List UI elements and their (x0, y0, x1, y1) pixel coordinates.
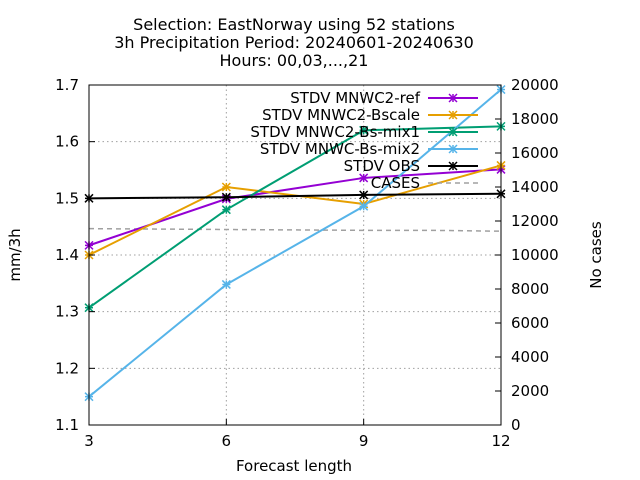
legend-label: STDV MNWC2-Bscale (262, 106, 420, 124)
series-line (88, 192, 502, 200)
data-point (221, 182, 231, 192)
legend-label: CASES (371, 174, 420, 192)
x-tick-label: 12 (491, 432, 510, 450)
y2-tick-label: 8000 (511, 280, 549, 298)
cases-line (88, 227, 502, 232)
series-line (88, 125, 502, 309)
legend-label: STDV MNWC2-Bs-mix1 (250, 123, 420, 141)
y2-tick-label: 16000 (511, 144, 559, 162)
cases-series (88, 227, 502, 232)
axis-ticks: 1.1 1.2 1.3 1.4 1.5 1.6 1.7 0 2000 4000 6000 8000 10… (55, 76, 559, 450)
series-4 (84, 189, 506, 203)
y-tick-label: 1.3 (55, 303, 79, 321)
legend-marker (448, 144, 458, 154)
y2-tick-label: 14000 (511, 178, 559, 196)
series-3 (84, 85, 506, 402)
legend-label: STDV MNWC-Bs-mix2 (260, 140, 420, 158)
y2-axis-label: No cases (587, 221, 605, 289)
series-line (88, 164, 502, 256)
legend-marker (448, 127, 458, 137)
chart-title: Selection: EastNorway using 52 stations … (114, 15, 474, 70)
legend-marker (448, 161, 458, 171)
legend-marker (448, 93, 458, 103)
chart-title-line-2: 3h Precipitation Period: 20240601-202406… (114, 33, 474, 52)
y-tick-label: 1.2 (55, 359, 79, 377)
y-tick-label: 1.4 (55, 246, 79, 264)
y-tick-label: 1.6 (55, 133, 79, 151)
y2-tick-label: 18000 (511, 110, 559, 128)
data-point (221, 279, 231, 289)
y2-tick-label: 4000 (511, 348, 549, 366)
y-tick-label: 1.1 (55, 416, 79, 434)
series-line (88, 168, 502, 247)
legend-marker (448, 110, 458, 120)
x-tick-label: 3 (84, 432, 94, 450)
y2-tick-label: 0 (511, 416, 521, 434)
chart-title-line-1: Selection: EastNorway using 52 stations (133, 15, 455, 34)
x-tick-label: 6 (222, 432, 232, 450)
data-point (359, 125, 369, 135)
legend-label: STDV OBS (344, 157, 420, 175)
series-0 (84, 164, 506, 250)
series-line (88, 88, 502, 398)
data-point (221, 192, 231, 202)
data-point (359, 190, 369, 200)
y-tick-label: 1.5 (55, 189, 79, 207)
x-tick-label: 9 (359, 432, 369, 450)
y-axis-label: mm/3h (6, 228, 24, 281)
x-axis-label: Forecast length (236, 457, 352, 475)
data-point (359, 173, 369, 183)
data-point (221, 205, 231, 215)
y2-tick-label: 2000 (511, 382, 549, 400)
y2-tick-label: 12000 (511, 212, 559, 230)
y-tick-label: 1.7 (55, 76, 79, 94)
y2-tick-label: 6000 (511, 314, 549, 332)
chart-title-line-3: Hours: 00,03,...,21 (220, 51, 369, 70)
legend-label: STDV MNWC2-ref (290, 89, 420, 107)
y2-tick-label: 20000 (511, 76, 559, 94)
data-point (359, 201, 369, 211)
y2-tick-label: 10000 (511, 246, 559, 264)
